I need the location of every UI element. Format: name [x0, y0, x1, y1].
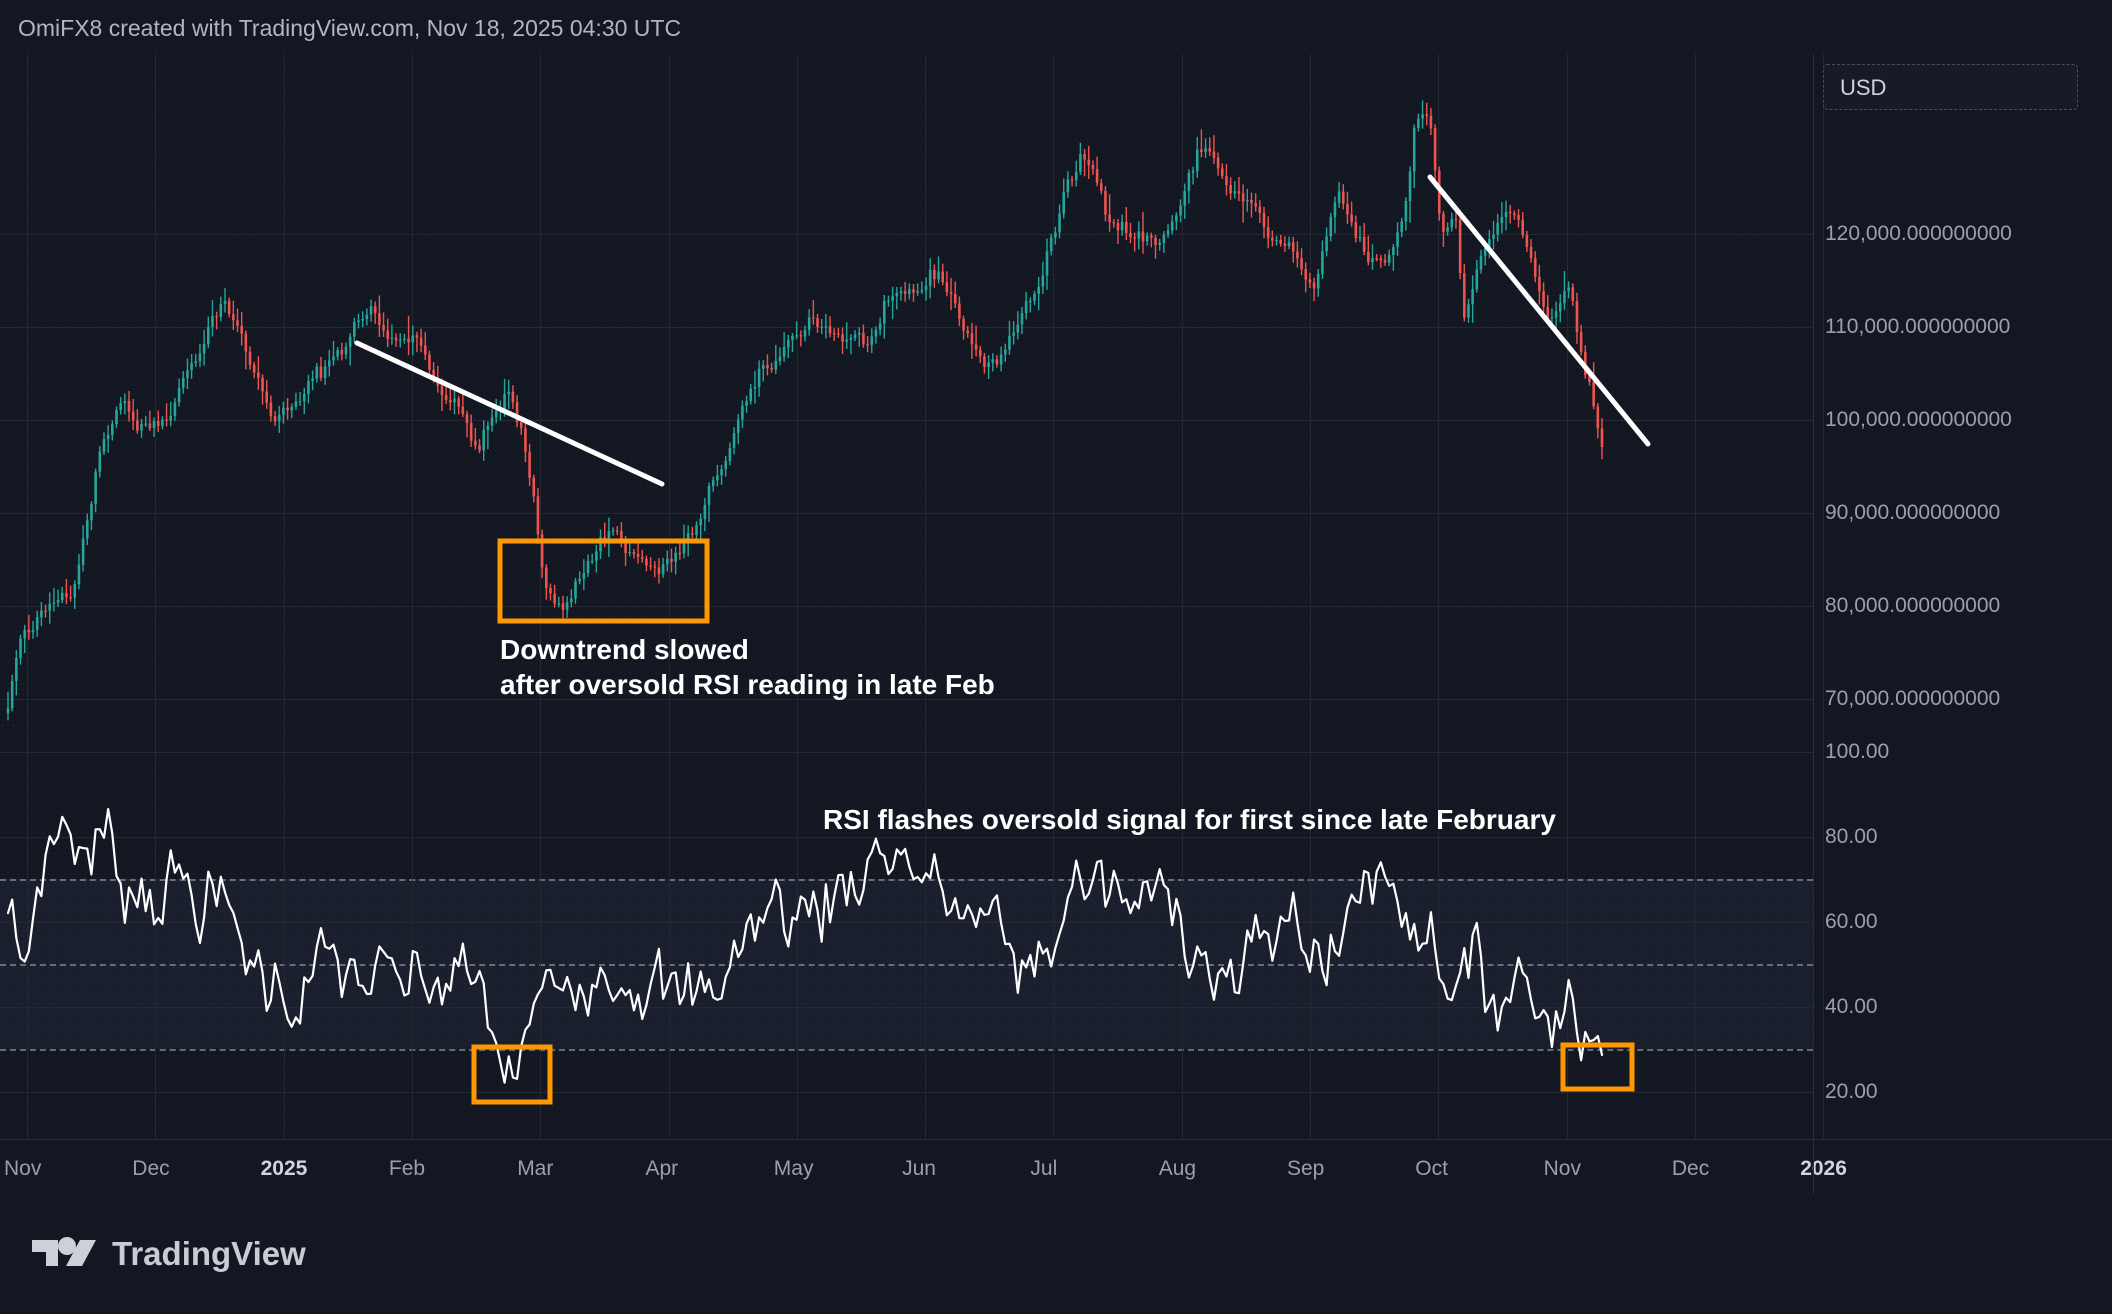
svg-text:TradingView: TradingView: [112, 1235, 306, 1272]
svg-text:after oversold RSI reading in: after oversold RSI reading in late Feb: [500, 669, 995, 700]
svg-text:RSI flashes oversold signal fo: RSI flashes oversold signal for first si…: [823, 804, 1556, 835]
svg-text:Downtrend slowed: Downtrend slowed: [500, 634, 749, 665]
